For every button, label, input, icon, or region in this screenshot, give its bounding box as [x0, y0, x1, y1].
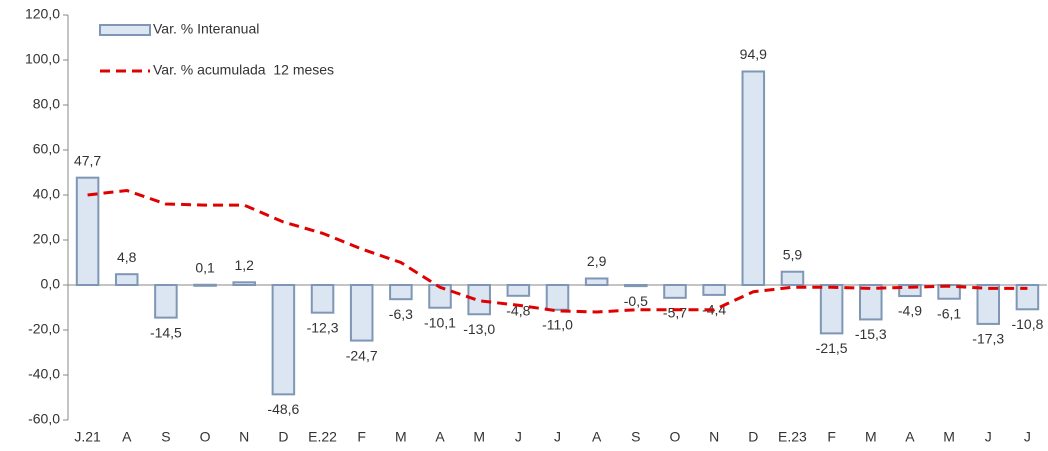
x-tick-label: M: [473, 429, 485, 445]
legend-label: Var. % acumulada 12 meses: [153, 62, 334, 78]
data-label: -6,1: [937, 305, 961, 321]
bar: [114, 273, 139, 287]
y-tick-label: 0,0: [41, 276, 61, 292]
y-tick-label: -60,0: [28, 411, 60, 427]
data-label: -10,8: [1011, 316, 1043, 332]
x-tick-label: A: [435, 429, 445, 445]
x-tick-label: J: [554, 429, 561, 445]
data-label: -17,3: [972, 331, 1004, 347]
x-tick-label: J: [985, 429, 992, 445]
x-tick-label: D: [748, 429, 758, 445]
x-tick-label: E.23: [778, 429, 807, 445]
bar: [741, 70, 766, 286]
bar: [193, 283, 217, 287]
data-label: -4,8: [506, 303, 530, 319]
data-label: 4,8: [117, 249, 137, 265]
x-tick-label: A: [122, 429, 132, 445]
x-tick-label: O: [670, 429, 681, 445]
y-tick-label: 100,0: [25, 51, 60, 67]
bar: [310, 284, 335, 314]
bar: [780, 270, 805, 287]
bar: [154, 284, 178, 319]
data-label: 5,9: [783, 246, 803, 262]
y-tick-label: 120,0: [25, 6, 60, 22]
bar: [702, 284, 726, 296]
data-label: -15,3: [855, 326, 887, 342]
data-label: -6,3: [389, 306, 413, 322]
x-tick-label: M: [865, 429, 877, 445]
x-tick-label: A: [592, 429, 602, 445]
x-tick-label: D: [278, 429, 288, 445]
y-tick-label: 60,0: [33, 141, 60, 157]
x-tick-label: F: [827, 429, 836, 445]
bar: [389, 284, 413, 301]
bar: [663, 284, 687, 299]
data-label: -13,0: [463, 321, 495, 337]
bar: [349, 284, 374, 342]
data-label: 2,9: [587, 253, 607, 269]
data-label: -5,7: [663, 305, 687, 321]
data-label: -48,6: [267, 401, 299, 417]
bar: [819, 284, 844, 335]
x-tick-label: M: [943, 429, 955, 445]
data-label: -11,0: [542, 316, 573, 332]
y-tick-label: 20,0: [33, 231, 60, 247]
data-label: -12,3: [307, 319, 339, 335]
bar: [506, 284, 531, 297]
data-label: -0,5: [624, 293, 648, 309]
data-label: 47,7: [74, 152, 101, 168]
x-tick-label: N: [709, 429, 719, 445]
data-label: 0,1: [195, 259, 215, 275]
x-tick-label: S: [631, 429, 640, 445]
bar: [624, 284, 648, 288]
x-tick-label: S: [161, 429, 170, 445]
bar: [545, 284, 570, 311]
bar: [75, 176, 100, 286]
data-label: -4,9: [898, 303, 922, 319]
x-tick-label: M: [395, 429, 407, 445]
x-tick-label: J: [1024, 429, 1031, 445]
bar: [271, 284, 296, 396]
x-tick-label: F: [357, 429, 366, 445]
x-tick-label: J: [515, 429, 522, 445]
x-tick-label: E.22: [308, 429, 337, 445]
bar: [859, 284, 883, 321]
bar: [898, 284, 922, 298]
x-tick-label: N: [239, 429, 249, 445]
bar: [232, 281, 256, 286]
y-tick-label: 40,0: [33, 186, 60, 202]
bar: [1015, 284, 1040, 311]
bar: [467, 284, 491, 316]
bar: [976, 284, 1001, 325]
x-tick-label: A: [905, 429, 915, 445]
bar: [428, 284, 452, 309]
data-label: 1,2: [234, 257, 254, 273]
y-tick-label: -40,0: [28, 366, 60, 382]
x-tick-label: O: [200, 429, 211, 445]
data-label: -10,1: [424, 314, 456, 330]
data-label: -21,5: [816, 340, 848, 356]
y-tick-label: 80,0: [33, 96, 60, 112]
data-label: 94,9: [740, 46, 767, 62]
y-tick-label: -20,0: [28, 321, 60, 337]
legend-label: Var. % Interanual: [153, 21, 259, 37]
data-label: -24,7: [346, 347, 378, 363]
legend-swatch: [99, 24, 151, 36]
data-label: -14,5: [150, 324, 182, 340]
bar: [584, 277, 609, 287]
x-tick-label: J.21: [74, 429, 101, 445]
